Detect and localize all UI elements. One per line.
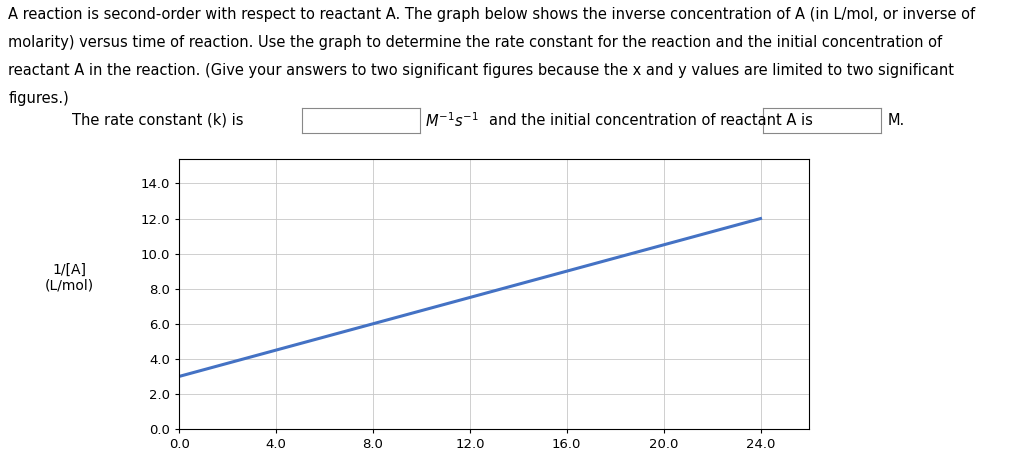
- Text: 1/[A]
(L/mol): 1/[A] (L/mol): [45, 263, 94, 293]
- Text: A reaction is second-order with respect to reactant A. The graph below shows the: A reaction is second-order with respect …: [8, 7, 975, 22]
- Text: $M^{-1}s^{-1}$: $M^{-1}s^{-1}$: [425, 111, 478, 130]
- Text: The rate constant (k) is: The rate constant (k) is: [72, 113, 243, 128]
- Text: and the initial concentration of reactant A is: and the initial concentration of reactan…: [489, 113, 813, 128]
- Text: M.: M.: [888, 113, 905, 128]
- Text: reactant A in the reaction. (Give your answers to two significant figures becaus: reactant A in the reaction. (Give your a…: [8, 63, 954, 78]
- Text: figures.): figures.): [8, 91, 69, 106]
- Text: molarity) versus time of reaction. Use the graph to determine the rate constant : molarity) versus time of reaction. Use t…: [8, 35, 942, 50]
